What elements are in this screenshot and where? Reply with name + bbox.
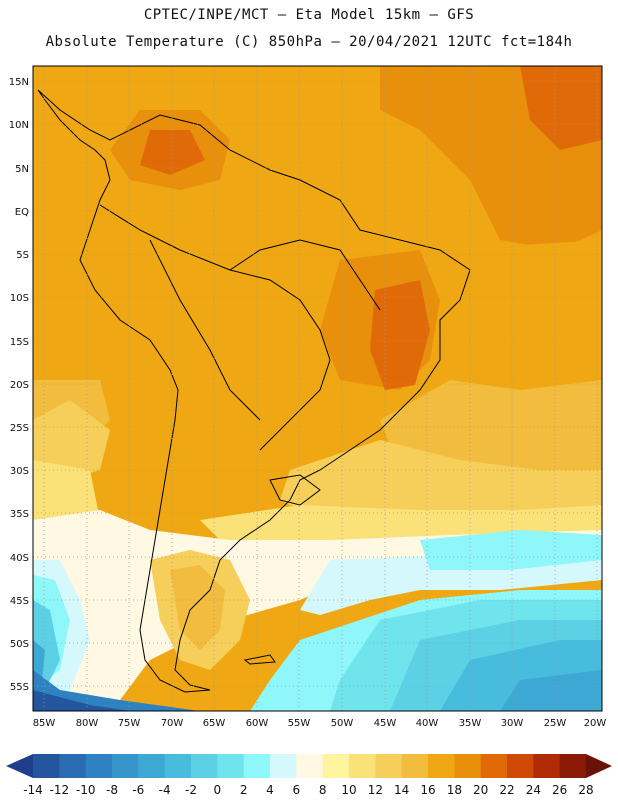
colorbar-left-arrow [6, 754, 33, 778]
lat-label: 45S [10, 596, 29, 607]
colorbar-swatch [454, 754, 482, 778]
colorbar-label: -6 [132, 783, 144, 797]
lat-label: 25S [10, 423, 29, 434]
lon-label: 75W [118, 718, 141, 729]
colorbar-swatch [217, 754, 245, 778]
lon-label: 80W [76, 718, 99, 729]
lat-label: 10N [9, 120, 29, 131]
colorbar-swatch [559, 754, 587, 778]
colorbar-label: -4 [159, 783, 171, 797]
lat-label: 15N [9, 77, 29, 88]
colorbar-right-arrow [586, 754, 612, 778]
colorbar-label: 2 [240, 783, 248, 797]
lat-label: 20S [10, 380, 29, 391]
lon-label: 65W [203, 718, 226, 729]
colorbar-swatch [112, 754, 139, 778]
colorbar-swatch [507, 754, 534, 778]
lon-label: 70W [161, 718, 184, 729]
temperature-field [33, 66, 602, 711]
colorbar-swatch [164, 754, 192, 778]
lon-label: 60W [246, 718, 269, 729]
lat-label: EQ [15, 207, 29, 218]
lon-label: 40W [416, 718, 439, 729]
colorbar-label: 20 [473, 783, 488, 797]
lat-label: 5N [15, 164, 29, 175]
colorbar-label: -12 [50, 783, 70, 797]
map-frame [32, 65, 603, 712]
colorbar-swatch [243, 754, 271, 778]
lon-label: 20W [584, 718, 607, 729]
lon-label: 50W [331, 718, 354, 729]
lat-label: 10S [10, 293, 29, 304]
chart-title: CPTEC/INPE/MCT – Eta Model 15km – GFS [143, 7, 475, 23]
lon-label: 25W [544, 718, 567, 729]
colorbar-swatches [33, 754, 587, 778]
lat-label: 40S [10, 553, 29, 564]
colorbar-swatch [428, 754, 455, 778]
colorbar-label: 8 [319, 783, 327, 797]
colorbar-label: -2 [185, 783, 197, 797]
colorbar-swatch [322, 754, 350, 778]
colorbar-label: -10 [76, 783, 96, 797]
colorbar-label: 16 [420, 783, 435, 797]
colorbar-label: 28 [578, 783, 593, 797]
colorbar-label: 6 [293, 783, 301, 797]
colorbar-label: -8 [106, 783, 118, 797]
colorbar-swatch [33, 754, 60, 778]
colorbar-swatch [480, 754, 508, 778]
colorbar-label: 4 [266, 783, 274, 797]
lon-label: 45W [374, 718, 397, 729]
longitude-labels: 85W 80W 75W 70W 65W 60W 55W 50W 45W 40W … [33, 718, 607, 729]
lon-label: 55W [288, 718, 311, 729]
colorbar-label: 22 [499, 783, 514, 797]
colorbar-label: -14 [23, 783, 43, 797]
colorbar-label: 26 [552, 783, 567, 797]
latitude-labels: 15N 10N 5N EQ 5S 10S 15S 20S 25S 30S 35S… [9, 77, 29, 693]
graticule [33, 66, 602, 711]
colorbar: -14 -12 -10 -8 -6 -4 -2 0 2 4 6 8 10 12 14 16 18 20 22 24 26… [6, 754, 612, 797]
lat-label: 15S [10, 337, 29, 348]
lon-label: 30W [501, 718, 524, 729]
lat-label: 35S [10, 509, 29, 520]
lat-label: 50S [10, 639, 29, 650]
colorbar-swatch [349, 754, 376, 778]
colorbar-swatch [270, 754, 297, 778]
lon-label: 85W [33, 718, 56, 729]
colorbar-labels: -14 -12 -10 -8 -6 -4 -2 0 2 4 6 8 10 12 14 16 18 20 22 24 26… [23, 783, 593, 797]
colorbar-swatch [59, 754, 87, 778]
coastlines [37, 89, 471, 693]
colorbar-swatch [401, 754, 429, 778]
lat-label: 5S [16, 250, 29, 261]
colorbar-swatch [85, 754, 113, 778]
lat-label: 55S [10, 682, 29, 693]
colorbar-label: 10 [341, 783, 356, 797]
colorbar-label: 0 [214, 783, 222, 797]
colorbar-swatch [138, 754, 166, 778]
colorbar-label: 14 [394, 783, 409, 797]
colorbar-swatch [296, 754, 324, 778]
colorbar-swatch [375, 754, 403, 778]
colorbar-swatch [191, 754, 218, 778]
colorbar-label: 12 [368, 783, 383, 797]
chart-subtitle: Absolute Temperature (C) 850hPa – 20/04/… [45, 34, 573, 50]
colorbar-swatch [533, 754, 561, 778]
colorbar-label: 24 [526, 783, 541, 797]
colorbar-label: 18 [447, 783, 462, 797]
lat-label: 30S [10, 466, 29, 477]
lon-label: 35W [459, 718, 482, 729]
